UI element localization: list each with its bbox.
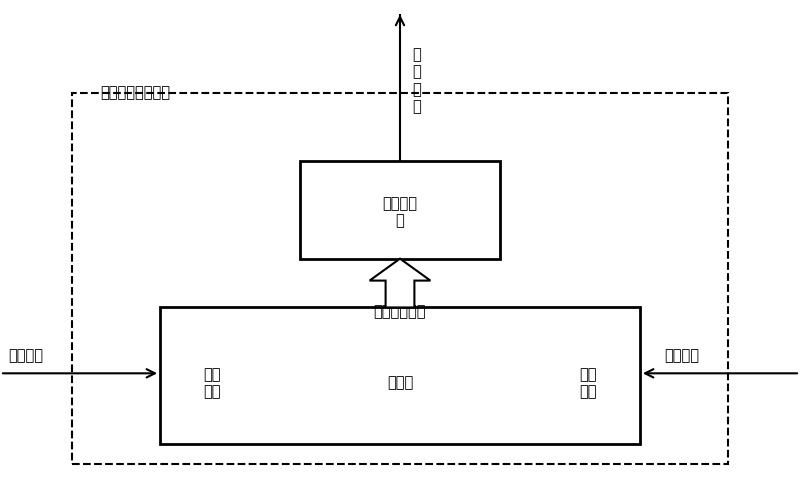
Bar [160, 307, 640, 444]
Polygon shape [370, 259, 430, 307]
Text: 连续狗咬识别模块: 连续狗咬识别模块 [100, 85, 170, 100]
Bar [72, 93, 728, 464]
Text: 计数输出引脚: 计数输出引脚 [374, 305, 426, 320]
Text: 计数器: 计数器 [387, 376, 413, 390]
Text: 时钟信号: 时钟信号 [664, 348, 699, 364]
Text: 狗咬信号: 狗咬信号 [8, 348, 43, 364]
Text: 计数
引脚: 计数 引脚 [579, 367, 597, 399]
Text: 数字比较
器: 数字比较 器 [382, 196, 418, 228]
Bar [300, 161, 500, 259]
Text: 清零
引脚: 清零 引脚 [203, 367, 221, 399]
Text: 切
换
触
发: 切 换 触 发 [412, 47, 421, 114]
